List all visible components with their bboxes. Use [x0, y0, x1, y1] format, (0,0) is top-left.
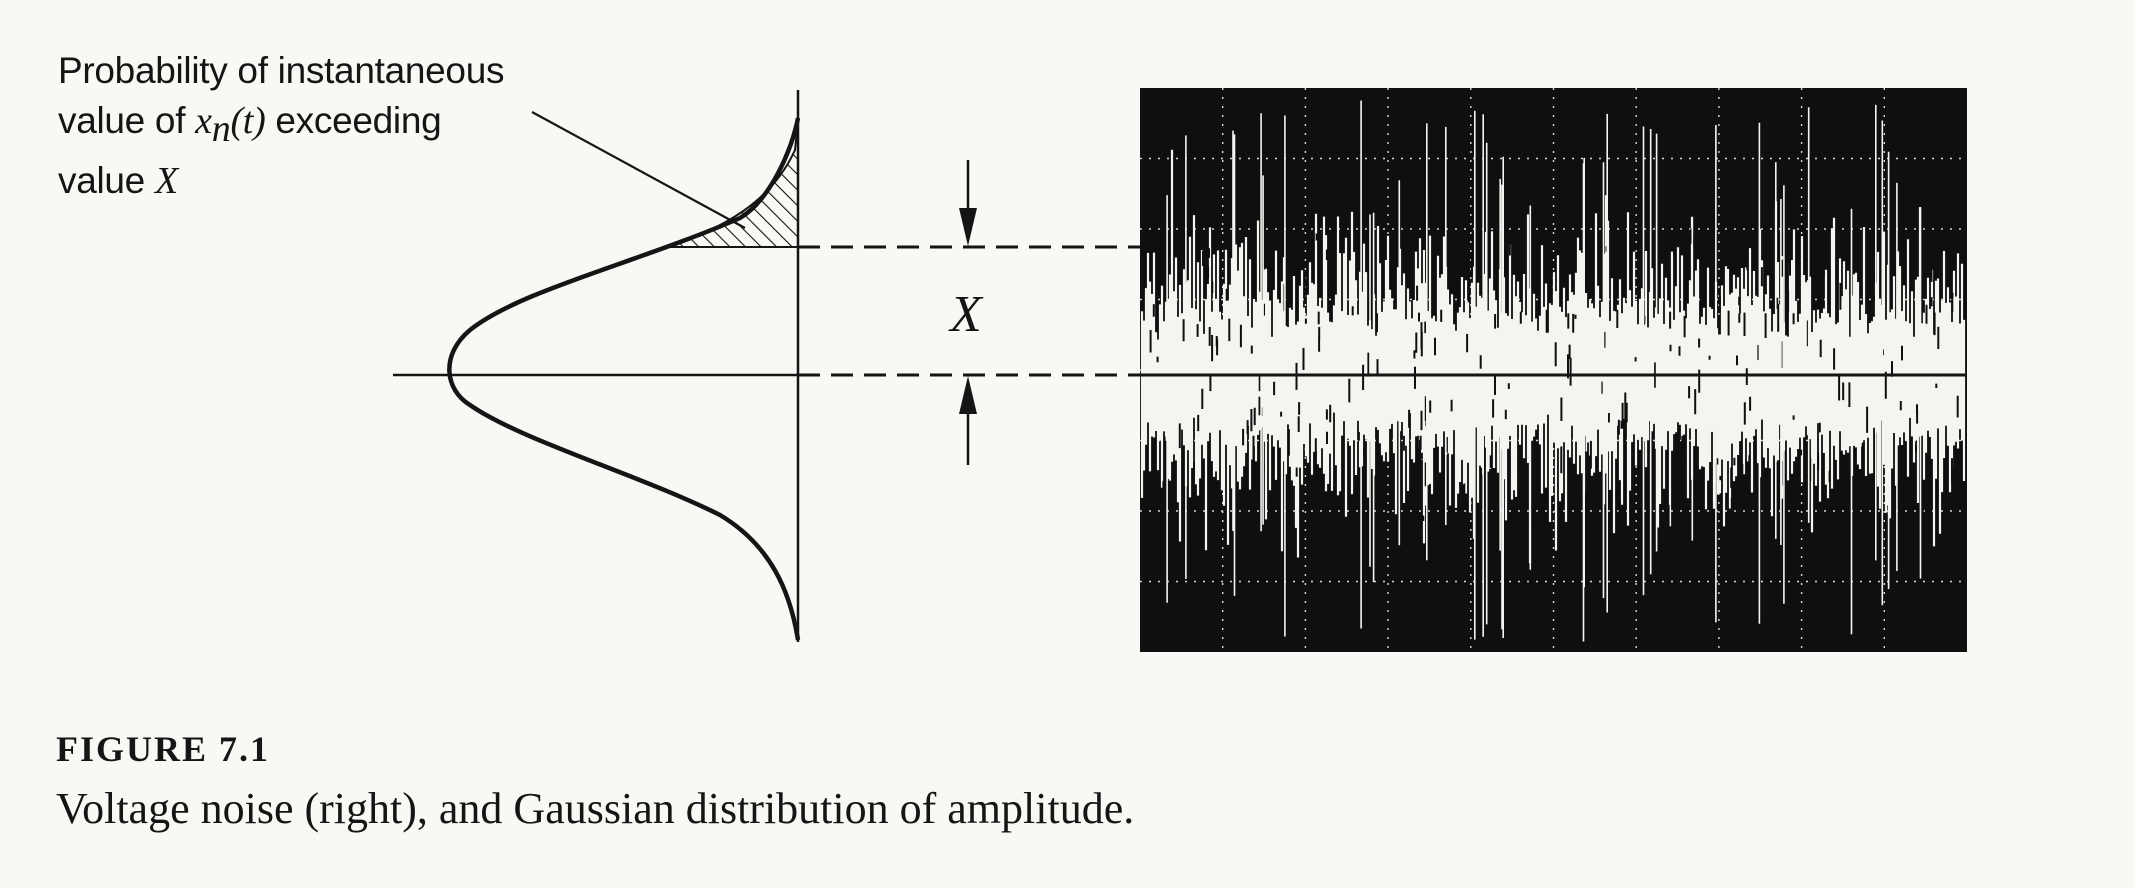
- figure-number: FIGURE 7.1: [56, 729, 271, 769]
- annotation-line-1: Probability of instantaneous: [58, 50, 505, 91]
- annotation-line-3: value X: [58, 160, 178, 203]
- gaussian-curve: [447, 117, 801, 641]
- oscilloscope-noise-display: [1140, 88, 1967, 652]
- gaussian-tail-shaded-area: [669, 119, 799, 248]
- gaussian-distribution: [393, 90, 801, 642]
- annotation-leader-line: [531, 111, 746, 229]
- threshold-label: X: [950, 286, 982, 343]
- dimension-arrow-top: [959, 160, 977, 246]
- oscilloscope-grid: [1140, 88, 1967, 652]
- annotation-line-2: value of xn(t) exceeding: [58, 100, 442, 151]
- figure-caption: Voltage noise (right), and Gaussian dist…: [56, 784, 1135, 833]
- noise-trace: [1140, 100, 1966, 642]
- probability-annotation: Probability of instantaneous value of xn…: [58, 46, 504, 206]
- dimension-arrow-bottom: [959, 376, 977, 465]
